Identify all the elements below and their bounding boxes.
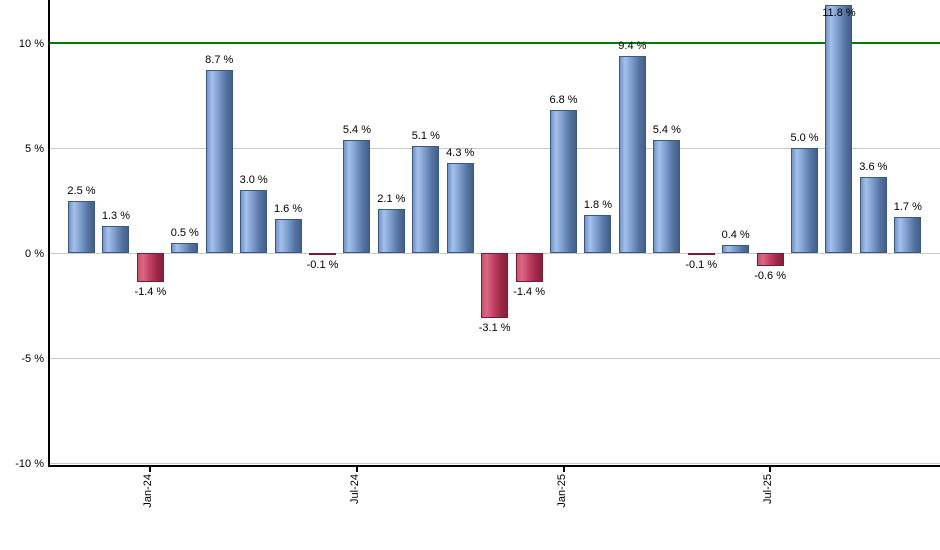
bar-positive	[377, 208, 405, 253]
bar-value-label: -1.4 %	[513, 286, 545, 299]
x-axis-tick-mark	[769, 465, 772, 472]
bar-value-label: 11.8 %	[822, 7, 856, 20]
bar-negative	[309, 253, 336, 256]
bar-value-label: -0.1 %	[306, 259, 339, 272]
bar-positive	[205, 70, 233, 253]
reference-line-10pct	[49, 42, 940, 44]
bar-value-label: -1.4 %	[134, 286, 167, 299]
x-axis-tick-label: Jan-25	[555, 474, 568, 508]
bar-value-label: 3.6 %	[859, 161, 888, 174]
bar-positive	[274, 219, 302, 253]
bar-value-label: 8.7 %	[205, 54, 234, 67]
y-axis-tick-label: 0 %	[25, 248, 44, 260]
bar-value-label: 1.8 %	[583, 199, 613, 212]
bar-value-label: 0.5 %	[170, 226, 199, 239]
bar-value-label: 1.3 %	[101, 209, 130, 222]
x-axis-tick-label: Jul-24	[348, 474, 361, 504]
bar-positive	[894, 217, 922, 253]
bar-negative	[687, 253, 715, 256]
bar-positive	[343, 139, 371, 253]
x-axis-line	[48, 465, 940, 467]
bar-positive	[446, 162, 474, 253]
bar-value-label: 0.4 %	[721, 228, 750, 241]
bar-positive	[584, 215, 612, 253]
bar-positive	[859, 177, 887, 253]
bar-positive	[791, 148, 819, 253]
bar-value-label: 5.0 %	[790, 132, 819, 144]
y-axis-tick-label: -10 %	[15, 458, 44, 470]
bar-value-label: -0.1 %	[685, 259, 718, 272]
bar-value-label: 3.0 %	[239, 174, 268, 186]
bar-value-label: 5.4 %	[652, 123, 681, 136]
bar-positive	[550, 110, 578, 253]
y-axis-tick-label: -5 %	[21, 353, 44, 365]
bar-value-label: 4.3 %	[446, 146, 475, 159]
gridline	[49, 148, 940, 149]
bar-value-label: 1.7 %	[893, 201, 922, 214]
bar-positive	[653, 139, 681, 253]
bar-value-label: 2.1 %	[377, 192, 406, 205]
x-axis-tick-label: Jul-25	[762, 474, 775, 504]
bar-value-label: 1.6 %	[274, 203, 303, 216]
bar-positive	[68, 200, 95, 253]
x-axis-tick-mark	[562, 465, 565, 472]
bar-value-label: 5.1 %	[411, 129, 440, 142]
bar-value-label: -0.6 %	[754, 269, 786, 282]
bar-negative	[515, 253, 543, 283]
bar-value-label: -3.1 %	[478, 322, 511, 335]
bar-positive	[618, 55, 646, 253]
bar-positive	[825, 5, 853, 253]
bar-negative	[756, 253, 784, 266]
bar-value-label: 2.5 %	[67, 184, 96, 197]
y-axis-line	[48, 0, 50, 467]
y-axis-tick-label: 10 %	[18, 38, 44, 50]
gridline	[49, 358, 940, 359]
bar-value-label: 5.4 %	[342, 123, 372, 136]
gridline	[49, 463, 940, 464]
bar-negative	[481, 253, 509, 319]
x-axis-tick-mark	[149, 465, 152, 472]
bar-positive	[171, 242, 199, 253]
x-axis-tick-label: Jan-24	[142, 474, 155, 508]
bar-negative	[136, 253, 164, 283]
bar-positive	[240, 190, 268, 253]
bar-value-label: 9.4 %	[618, 39, 647, 52]
bar-positive	[412, 145, 440, 253]
bar-positive	[102, 225, 130, 253]
bar-value-label: 6.8 %	[549, 94, 578, 107]
bar-positive	[722, 244, 750, 253]
y-axis-tick-label: 5 %	[25, 143, 44, 155]
x-axis-tick-mark	[355, 465, 358, 472]
